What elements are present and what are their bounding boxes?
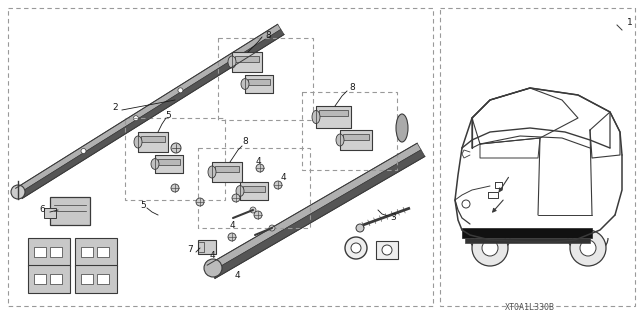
Polygon shape [207,143,421,272]
Ellipse shape [151,159,159,169]
Circle shape [232,194,240,202]
Bar [34,274,46,284]
Text: 4: 4 [280,174,286,182]
Circle shape [345,237,367,259]
Ellipse shape [312,110,320,123]
Bar [28,265,70,293]
Text: 8: 8 [242,137,248,146]
Bar [462,228,592,238]
Bar [158,159,180,165]
Text: 5: 5 [165,110,171,120]
Circle shape [570,230,606,266]
Circle shape [482,240,498,256]
Bar [50,274,62,284]
Bar [440,8,635,306]
Bar [235,56,259,62]
Bar [340,130,372,150]
Circle shape [196,198,204,206]
Text: 3: 3 [390,213,396,222]
Text: 5: 5 [140,201,146,210]
Ellipse shape [396,114,408,142]
Polygon shape [15,24,281,193]
Text: 4: 4 [209,250,215,259]
Ellipse shape [236,186,244,197]
Circle shape [171,184,179,192]
Bar [215,166,239,172]
Text: 7: 7 [187,246,193,255]
Circle shape [11,185,25,199]
Circle shape [351,243,361,253]
Bar [316,106,351,128]
Bar [245,75,273,93]
Circle shape [178,88,183,93]
Text: 8: 8 [349,84,355,93]
Circle shape [171,143,181,153]
Bar [81,247,93,257]
Circle shape [256,164,264,172]
Bar [319,110,348,116]
Bar [75,238,117,266]
Circle shape [462,200,470,208]
Circle shape [254,211,262,219]
Bar [141,136,165,142]
Circle shape [228,233,236,241]
Bar [155,155,183,173]
Bar [75,265,117,293]
Bar [198,240,216,254]
Bar [50,197,90,225]
Bar [198,148,310,228]
Text: 4: 4 [234,271,240,279]
Circle shape [269,225,275,231]
Bar [302,92,397,170]
Bar [232,52,262,72]
Circle shape [204,259,222,277]
Text: 1: 1 [627,18,633,27]
Bar [125,118,225,200]
Bar [465,238,590,243]
Bar [243,186,265,192]
Circle shape [250,207,256,213]
Bar [248,79,270,85]
Circle shape [382,245,392,255]
Polygon shape [211,150,425,278]
Circle shape [274,181,282,189]
Bar [218,38,313,120]
Bar [34,247,46,257]
Bar [212,162,242,182]
Bar [28,238,70,266]
Text: XT0A1L330B: XT0A1L330B [505,303,555,313]
Text: 4: 4 [255,158,261,167]
Text: 2: 2 [112,103,118,113]
Ellipse shape [134,136,142,148]
Ellipse shape [228,56,236,68]
Bar [44,208,56,218]
Polygon shape [19,29,284,198]
Circle shape [580,240,596,256]
Text: 6: 6 [39,205,45,214]
Bar [50,247,62,257]
Bar [97,274,109,284]
Circle shape [133,116,138,121]
Text: 8: 8 [265,31,271,40]
Circle shape [472,230,508,266]
Ellipse shape [241,78,249,89]
Bar [376,241,398,259]
Ellipse shape [336,134,344,146]
Ellipse shape [208,166,216,178]
Bar [343,134,369,140]
Circle shape [81,149,86,153]
Bar [138,132,168,152]
Bar [8,8,433,306]
Text: 4: 4 [229,220,235,229]
Circle shape [356,224,364,232]
Bar [97,247,109,257]
Bar [240,182,268,200]
Bar [81,274,93,284]
